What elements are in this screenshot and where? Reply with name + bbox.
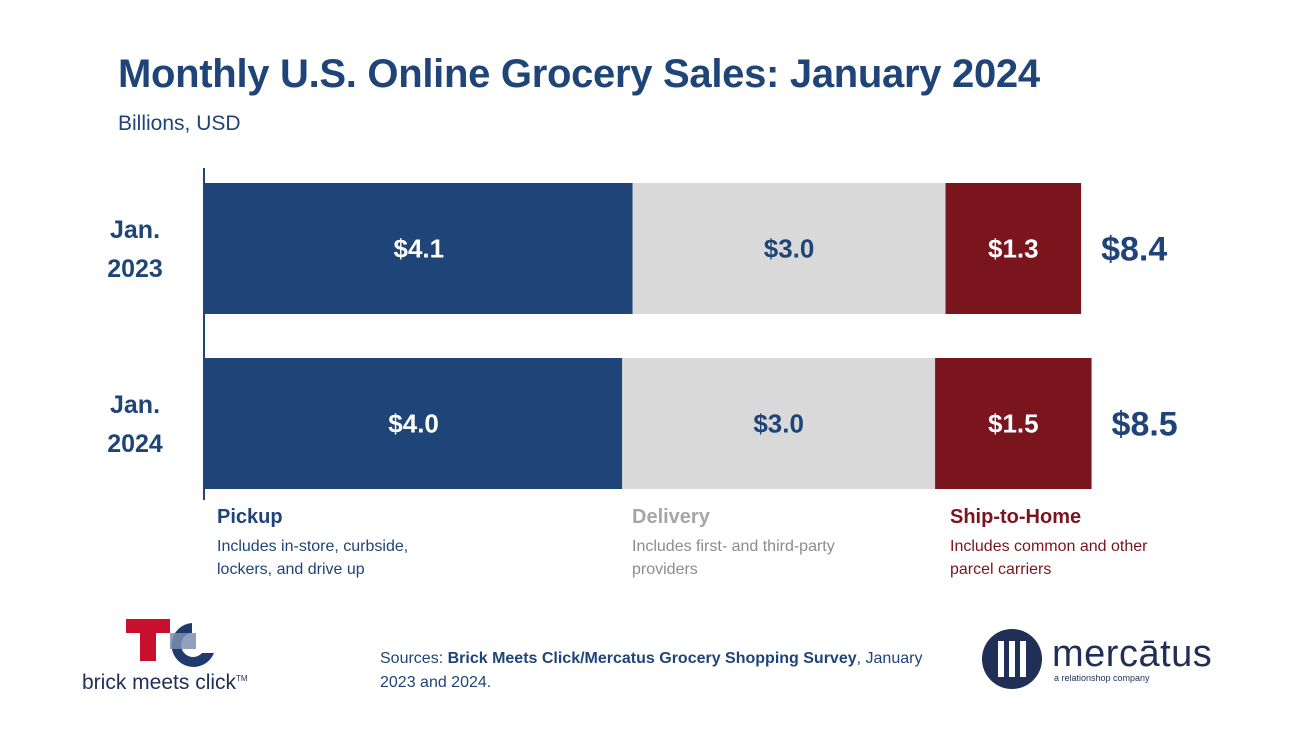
legend-pickup: Pickup Includes in-store, curbside, lock… (217, 506, 517, 581)
bar-delivery-1 (622, 358, 936, 489)
bar-delivery-0 (632, 183, 946, 314)
legend-delivery-desc: Includes first- and third-party provider… (632, 538, 835, 578)
legend-pickup-desc: Includes in-store, curbside, lockers, an… (217, 538, 409, 578)
category-label: Jan. (110, 391, 160, 419)
category-label: Jan. (110, 216, 160, 244)
bar-value-label: $3.0 (753, 409, 804, 439)
bar-value-label: $4.1 (394, 234, 445, 264)
bar-value-label: $4.0 (388, 409, 439, 439)
legend-pickup-title: Pickup (217, 506, 283, 528)
brick-meets-click-icon (126, 619, 214, 667)
chart-subtitle: Billions, USD (118, 112, 241, 135)
mercatus-icon (982, 629, 1042, 689)
legend-delivery-title: Delivery (632, 506, 710, 528)
sources-prefix: Sources: (380, 650, 448, 667)
stacked-bar-chart: $4.1 $3.0 $1.3 $8.4 Jan. 2023 $4.0 $3.0 $1.5 $8.5… (107, 168, 1178, 500)
bar-ship-to-home-1 (935, 358, 1092, 489)
category-label: 2023 (107, 255, 163, 283)
total-label: $8.4 (1101, 231, 1167, 269)
brick-meets-click-wordmark: brick meets click (82, 671, 237, 694)
legend-ship-to-home-desc: Includes common and other parcel carrier… (950, 538, 1148, 578)
bar-pickup-1 (205, 358, 623, 489)
mercatus-wordmark: mercātus (1052, 633, 1213, 675)
mercatus-logo: mercātus a relationshop company (980, 627, 1240, 691)
sources-note: Sources: Brick Meets Click/Mercatus Groc… (380, 647, 940, 695)
bar-value-label: $1.5 (988, 409, 1039, 439)
trademark-mark: TM (236, 674, 248, 683)
bar-value-label: $1.3 (988, 234, 1039, 264)
bar-value-label: $3.0 (764, 234, 815, 264)
brick-meets-click-logo: brick meets clickTM (82, 615, 302, 695)
total-label: $8.5 (1112, 406, 1178, 444)
sources-survey-name: Brick Meets Click/Mercatus Grocery Shopp… (447, 650, 857, 667)
chart-title: Monthly U.S. Online Grocery Sales: Janua… (118, 52, 1040, 96)
legend-delivery: Delivery Includes first- and third-party… (632, 506, 932, 581)
legend-ship-to-home-title: Ship-to-Home (950, 506, 1082, 528)
mercatus-tagline: a relationshop company (1054, 673, 1150, 683)
sources-suffix: , January 2023 and 2024. (380, 650, 923, 691)
bar-ship-to-home-0 (945, 183, 1082, 314)
category-label: 2024 (107, 430, 163, 458)
bar-pickup-0 (205, 183, 633, 314)
legend-ship-to-home: Ship-to-Home Includes common and other p… (950, 506, 1250, 581)
